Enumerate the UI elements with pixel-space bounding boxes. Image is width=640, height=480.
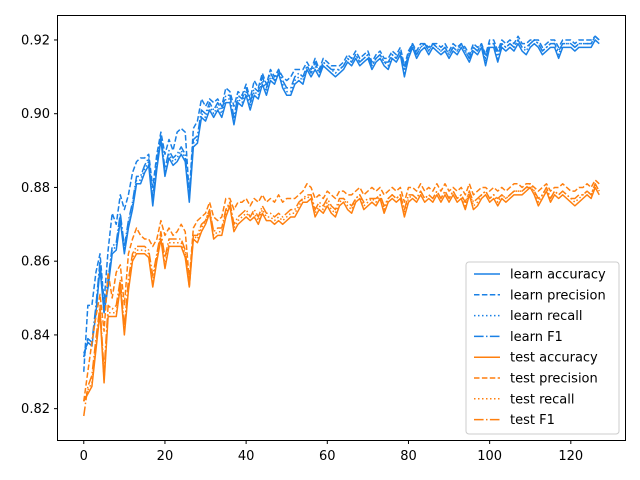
x-tick-label: 0 [80, 449, 88, 464]
legend-label-learn-accuracy: learn accuracy [510, 268, 606, 283]
y-tick-label: 0.90 [21, 107, 50, 122]
x-axis-ticks: 0 20 40 60 80 100 120 [80, 440, 583, 464]
legend-label-test-accuracy: test accuracy [510, 351, 598, 366]
x-tick-label: 60 [319, 449, 336, 464]
x-tick-label: 20 [157, 449, 174, 464]
series-line-learn-accuracy [83, 39, 600, 354]
x-tick-label: 120 [558, 449, 583, 464]
legend-box [465, 261, 620, 435]
x-tick-label: 40 [238, 449, 255, 464]
legend-label-test-recall: test recall [510, 392, 575, 407]
axes-frame [57, 15, 626, 441]
legend: learn accuracy learn precision learn recal… [465, 261, 620, 435]
series-line-learn-precision [83, 35, 600, 372]
x-tick-label: 80 [400, 449, 417, 464]
legend-label-test-precision: test precision [510, 372, 598, 387]
series-line-test-accuracy [83, 186, 600, 402]
x-tick-label: 100 [477, 449, 502, 464]
y-tick-label: 0.92 [21, 33, 50, 48]
series-line-learn-f1 [83, 35, 600, 358]
series-layer [83, 35, 600, 417]
series-line-test-f1 [83, 183, 600, 417]
y-tick-label: 0.88 [21, 181, 50, 196]
y-tick-label: 0.82 [21, 402, 50, 417]
legend-label-learn-precision: learn precision [510, 288, 606, 303]
y-axis-ticks: 0.82 0.84 0.86 0.88 0.90 0.92 [21, 33, 58, 417]
y-tick-label: 0.86 [21, 255, 50, 270]
legend-label-learn-recall: learn recall [510, 309, 582, 324]
series-line-test-precision [83, 179, 600, 402]
legend-label-test-f1: test F1 [510, 413, 555, 428]
y-tick-label: 0.84 [21, 328, 50, 343]
legend-label-learn-f1: learn F1 [510, 330, 563, 345]
